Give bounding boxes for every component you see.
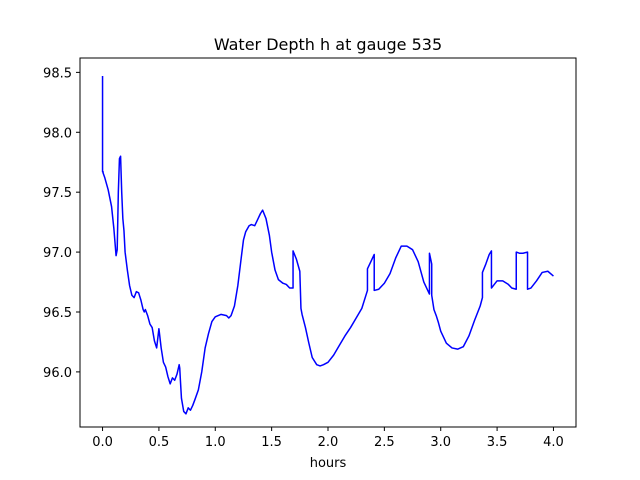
plot-frame (79, 57, 577, 428)
y-tick-label: 98.0 (43, 126, 72, 141)
x-tick-label: 1.0 (205, 435, 226, 450)
x-tick-label: 1.5 (261, 435, 282, 450)
x-tick-label: 0.5 (149, 435, 170, 450)
x-tick-label: 2.5 (374, 435, 395, 450)
y-tick-label: 98.5 (43, 66, 72, 81)
x-tick-label: 3.5 (487, 435, 508, 450)
x-axis-label: hours (310, 456, 347, 471)
x-axis-ticks: 0.0 0.5 1.0 1.5 2.0 2.5 3.0 3.5 4.0 (92, 427, 564, 450)
x-tick-label: 3.0 (430, 435, 451, 450)
x-tick-label: 4.0 (543, 435, 564, 450)
x-tick-label: 0.0 (92, 435, 113, 450)
y-tick-label: 97.0 (43, 246, 72, 261)
y-tick-label: 96.0 (43, 366, 72, 381)
chart-title: Water Depth h at gauge 535 (214, 35, 442, 54)
plot-area (101, 75, 554, 415)
y-axis-ticks: 96.0 96.5 97.0 97.5 98.0 98.5 (43, 66, 80, 381)
y-tick-label: 96.5 (43, 306, 72, 321)
series-line-0 (101, 75, 554, 415)
x-tick-label: 2.0 (318, 435, 339, 450)
y-tick-label: 97.5 (43, 186, 72, 201)
